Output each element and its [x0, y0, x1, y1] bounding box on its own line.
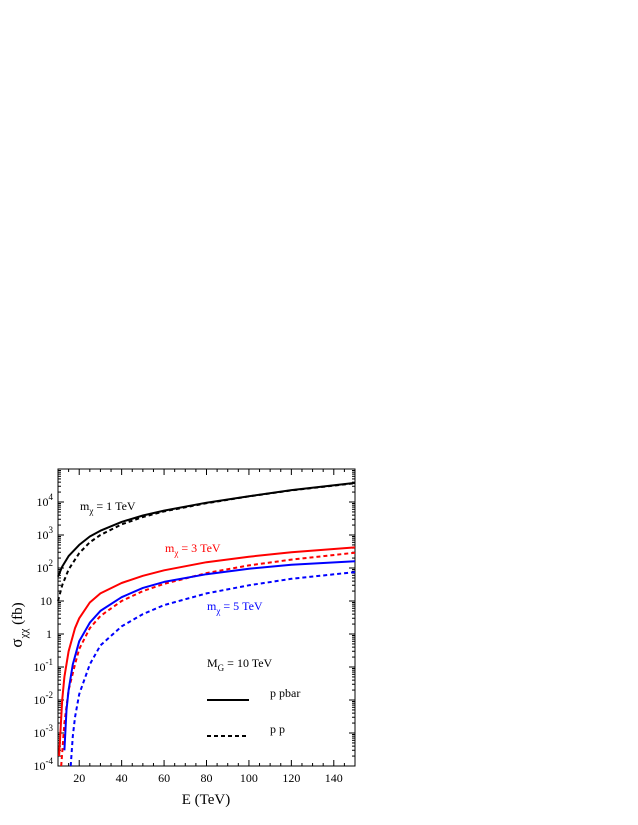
- series-curves: [57, 481, 356, 767]
- y-tick-label: 104: [37, 492, 54, 509]
- annotation-mg: MG = 10 TeV: [207, 656, 273, 673]
- legend-label: p pbar: [270, 686, 300, 700]
- y-tick-label: 103: [37, 525, 54, 542]
- y-tick-labels: 10-4 10-3 10-2 10-1 1 10 102 103 104: [34, 492, 54, 773]
- plot-frame: [57, 468, 356, 767]
- y-axis-title: σχχ (fb): [7, 602, 30, 647]
- series-line-m1-ppbar: [57, 481, 356, 577]
- series-line-m3-ppbar: [58, 546, 356, 757]
- y-tick-label: 10-1: [34, 657, 54, 674]
- annotation-m3: mχ = 3 TeV: [165, 541, 221, 558]
- legend: p pbar p p: [207, 686, 300, 737]
- annotation-m5: mχ = 5 TeV: [207, 599, 263, 616]
- y-tick-label: 10: [40, 594, 52, 608]
- annotations: mχ = 1 TeV mχ = 3 TeV mχ = 5 TeV MG = 10 Te…: [80, 499, 273, 673]
- series-line-m5-ppbar: [63, 560, 356, 751]
- series-line-m5-pp: [69, 571, 356, 767]
- annotation-m1: mχ = 1 TeV: [80, 499, 136, 516]
- y-tick-label: 10-2: [34, 690, 54, 707]
- x-tick-label: 80: [201, 771, 213, 785]
- axis-ticks: [57, 468, 356, 767]
- y-tick-label: 10-4: [34, 756, 54, 773]
- legend-label: p p: [270, 722, 285, 736]
- y-tick-label: 10-3: [34, 723, 54, 740]
- x-tick-label: 40: [116, 771, 128, 785]
- x-tick-label: 60: [158, 771, 170, 785]
- y-tick-label: 102: [37, 558, 54, 575]
- x-tick-label: 140: [325, 771, 343, 785]
- x-tick-label: 120: [282, 771, 300, 785]
- x-tick-label: 100: [240, 771, 258, 785]
- y-tick-label: 1: [46, 627, 52, 641]
- x-tick-labels: 20 40 60 80 100 120 140: [73, 771, 343, 785]
- x-tick-label: 20: [73, 771, 85, 785]
- x-axis-title: E (TeV): [182, 792, 231, 808]
